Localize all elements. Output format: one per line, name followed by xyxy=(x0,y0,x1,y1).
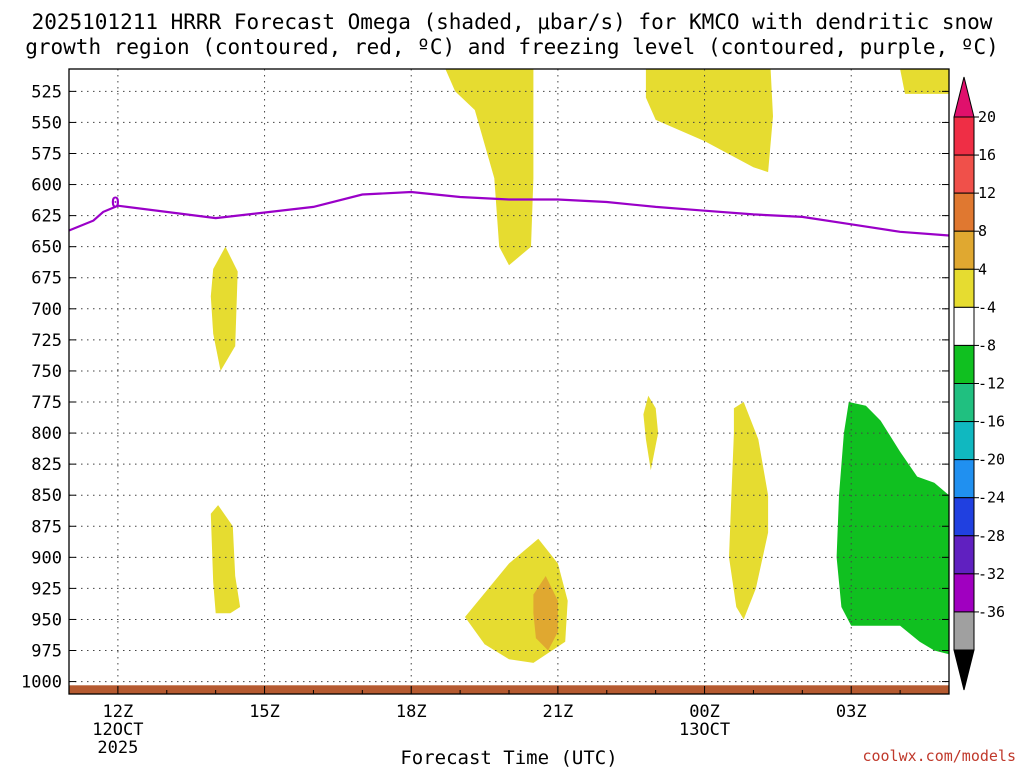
colorbar-swatch-7 xyxy=(953,383,975,423)
y-tick-label-1000: 1000 xyxy=(21,673,62,693)
freezing-level-contour: 0 xyxy=(68,190,950,237)
y-tick-label-600: 600 xyxy=(31,176,62,196)
colorbar-swatch-3 xyxy=(953,230,975,270)
y-tick-label-550: 550 xyxy=(31,113,62,133)
chart-title-line1: 2025101211 HRRR Forecast Omega (shaded, … xyxy=(32,10,993,34)
colorbar-label--28: -28 xyxy=(978,527,1005,545)
omega-region-yellow-mid-14z-a xyxy=(210,246,238,371)
colorbar-label--16: -16 xyxy=(978,413,1005,431)
omega-region-green-03z xyxy=(836,402,949,655)
y-tick-label-825: 825 xyxy=(31,455,62,475)
y-tick-label-775: 775 xyxy=(31,393,62,413)
x-tick-label-15-0: 15Z xyxy=(249,702,280,722)
x-tick-label-12-0: 12Z xyxy=(103,702,134,722)
colorbar-label-12: 12 xyxy=(978,184,996,202)
x-tick-label-18-0: 18Z xyxy=(396,702,427,722)
x-tick-label-21-0: 21Z xyxy=(543,702,574,722)
omega-shaded-regions xyxy=(210,69,949,663)
plot-grid xyxy=(69,69,949,694)
colorbar-label--12: -12 xyxy=(978,375,1005,393)
x-tick-label-12-1: 12OCT xyxy=(92,720,143,740)
colorbar-swatch-2 xyxy=(953,192,975,232)
y-tick-label-625: 625 xyxy=(31,207,62,227)
y-tick-label-525: 525 xyxy=(31,82,62,102)
x-tick-label-24-1: 13OCT xyxy=(679,720,730,740)
colorbar-label--4: -4 xyxy=(978,298,996,316)
y-tick-label-750: 750 xyxy=(31,362,62,382)
omega-region-yellow-upper-21z xyxy=(445,69,534,266)
y-tick-label-650: 650 xyxy=(31,238,62,258)
omega-region-yellow-small-22z xyxy=(643,395,659,471)
colorbar-swatch-12 xyxy=(953,573,975,613)
colorbar-top-triangle xyxy=(953,76,975,118)
colorbar-swatch-8 xyxy=(953,421,975,461)
credit-text: coolwx.com/models xyxy=(862,747,1016,765)
colorbar-swatch-9 xyxy=(953,459,975,499)
colorbar-label--32: -32 xyxy=(978,565,1005,583)
colorbar-label--20: -20 xyxy=(978,451,1005,469)
colorbar-label-20: 20 xyxy=(978,108,996,126)
colorbar-swatch-10 xyxy=(953,497,975,537)
colorbar-swatch-11 xyxy=(953,535,975,575)
colorbar-swatch-13 xyxy=(953,611,975,651)
chart-title-line2: growth region (contoured, red, ºC) and f… xyxy=(25,35,999,59)
omega-region-orange-lower-21z xyxy=(533,576,558,651)
colorbar-label-4: 4 xyxy=(978,260,987,278)
y-tick-label-950: 950 xyxy=(31,610,62,630)
x-tick-label-12-2: 2025 xyxy=(97,738,138,758)
y-tick-label-900: 900 xyxy=(31,548,62,568)
y-tick-label-675: 675 xyxy=(31,269,62,289)
x-tick-label-27-0: 03Z xyxy=(836,702,867,722)
colorbar-swatch-1 xyxy=(953,154,975,194)
omega-region-yellow-upper-01z xyxy=(645,69,773,173)
y-tick-label-925: 925 xyxy=(31,579,62,599)
y-tick-label-975: 975 xyxy=(31,642,62,662)
y-tick-label-875: 875 xyxy=(31,517,62,537)
y-tick-label-800: 800 xyxy=(31,424,62,444)
y-tick-label-725: 725 xyxy=(31,331,62,351)
colorbar-swatch-4 xyxy=(953,268,975,308)
freezing-level-line xyxy=(68,190,950,237)
colorbar-swatch-0 xyxy=(953,116,975,156)
colorbar-label--24: -24 xyxy=(978,489,1005,507)
y-tick-label-850: 850 xyxy=(31,486,62,506)
colorbar: 20 16 12 8 4 -4 -8 -12 -16 -20 -24 -28 -32 -36 xyxy=(953,76,1005,691)
colorbar-label--36: -36 xyxy=(978,603,1005,621)
omega-region-yellow-upper-04z xyxy=(900,69,949,94)
colorbar-label--8: -8 xyxy=(978,336,996,354)
colorbar-label-16: 16 xyxy=(978,146,996,164)
freezing-level-label: 0 xyxy=(111,194,120,212)
omega-region-yellow-00z xyxy=(729,402,769,620)
colorbar-swatch-6 xyxy=(953,344,975,384)
pressure-axis: 525 550 575 600 625 650 675 700 725 750 775 800 825 8… xyxy=(21,82,949,693)
terrain-band xyxy=(69,685,949,694)
y-tick-label-700: 700 xyxy=(31,300,62,320)
x-tick-label-24-0: 00Z xyxy=(689,702,720,722)
omega-region-yellow-mid-14z-b xyxy=(210,505,241,614)
colorbar-swatch-5 xyxy=(953,306,975,346)
terrain-strip xyxy=(69,685,949,694)
colorbar-label-8: 8 xyxy=(978,222,987,240)
x-axis-label: Forecast Time (UTC) xyxy=(400,747,617,768)
colorbar-bottom-triangle xyxy=(953,649,975,691)
y-tick-label-575: 575 xyxy=(31,144,62,164)
